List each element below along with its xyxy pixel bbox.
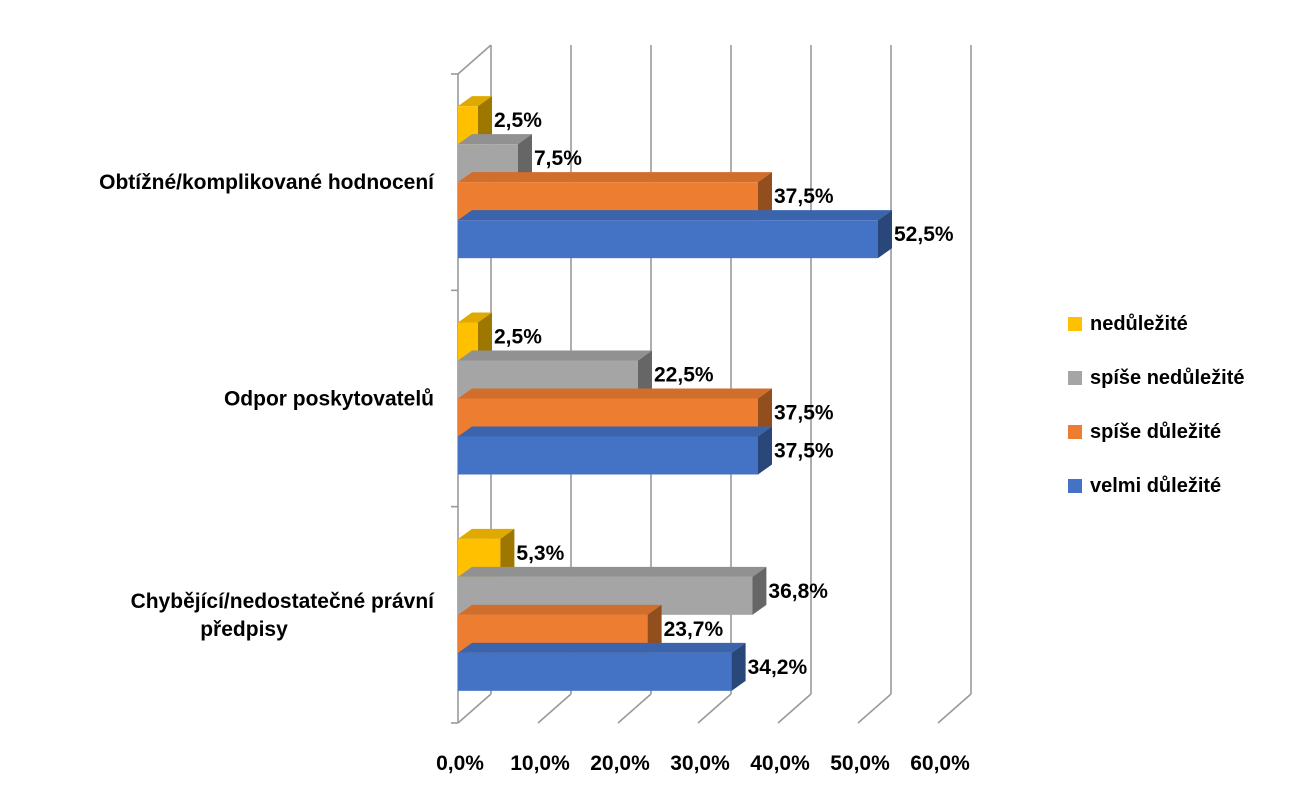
data-label: 23,7% <box>664 618 724 641</box>
x-tick-label: 20,0% <box>590 752 650 775</box>
category-label: Odpor poskytovatelů <box>224 388 434 411</box>
x-tick-label: 60,0% <box>910 752 970 775</box>
bar-side-face <box>758 172 772 221</box>
category-label: Obtížné/komplikované hodnocení <box>99 171 435 194</box>
bar-side-face <box>500 528 515 577</box>
bar-side-face <box>478 96 492 145</box>
legend-label: spíše nedůležité <box>1090 367 1245 389</box>
gridline-floor <box>457 693 492 724</box>
legend-swatch <box>1068 425 1082 439</box>
bar-side-face <box>752 566 767 615</box>
category-label: předpisy <box>200 618 288 641</box>
legend-swatch <box>1068 479 1082 493</box>
bar-side-face <box>518 134 532 183</box>
bar-side-face <box>638 350 652 399</box>
bar-top-face <box>458 134 532 145</box>
bar-top-face <box>458 96 492 107</box>
data-label: 37,5% <box>774 402 834 425</box>
gridline-floor <box>777 693 812 724</box>
bar <box>458 652 732 691</box>
bar-side-face <box>758 426 772 475</box>
legend-swatch <box>1068 371 1082 385</box>
bar-top-face <box>458 566 767 577</box>
x-tick-label: 50,0% <box>830 752 890 775</box>
bar-top-face <box>458 350 652 361</box>
data-label: 7,5% <box>534 147 582 170</box>
gridline-floor <box>697 693 732 724</box>
data-label: 22,5% <box>654 364 714 387</box>
data-label: 2,5% <box>494 109 542 132</box>
bar <box>458 436 758 475</box>
bar-top-face <box>458 172 772 183</box>
bar-top-face <box>458 312 492 323</box>
bar-side-face <box>758 388 772 437</box>
data-label: 36,8% <box>768 580 828 603</box>
bar-top-face <box>458 528 515 539</box>
bar-top-face <box>458 642 746 653</box>
gridline-floor <box>937 693 972 724</box>
data-label: 52,5% <box>894 223 954 246</box>
gridline-floor <box>617 693 652 724</box>
x-tick-label: 40,0% <box>750 752 810 775</box>
data-label: 37,5% <box>774 185 834 208</box>
category-label: Chybějící/nedostatečné právní <box>131 590 436 613</box>
x-tick-label: 30,0% <box>670 752 730 775</box>
data-label: 2,5% <box>494 326 542 349</box>
gridline-floor <box>857 693 892 724</box>
data-label: 34,2% <box>748 656 808 679</box>
legend-label: spíše důležité <box>1090 421 1221 443</box>
bar-side-face <box>478 312 492 361</box>
legend-label: velmi důležité <box>1090 475 1221 497</box>
bar <box>458 220 878 259</box>
data-label: 37,5% <box>774 440 834 463</box>
bar-top-face <box>458 210 892 221</box>
x-tick-label: 10,0% <box>510 752 570 775</box>
x-tick-label: 0,0% <box>436 752 484 775</box>
data-label: 5,3% <box>516 542 564 565</box>
bar-top-face <box>458 604 662 615</box>
bar-side-face <box>878 210 892 259</box>
bar-top-face <box>458 426 772 437</box>
gridline-floor <box>537 693 572 724</box>
legend-label: nedůležité <box>1090 313 1188 335</box>
bar-top-face <box>458 388 772 399</box>
bar-side-face <box>647 604 662 653</box>
axis-wall-top <box>457 44 492 75</box>
legend-swatch <box>1068 317 1082 331</box>
bar-side-face <box>731 642 746 691</box>
